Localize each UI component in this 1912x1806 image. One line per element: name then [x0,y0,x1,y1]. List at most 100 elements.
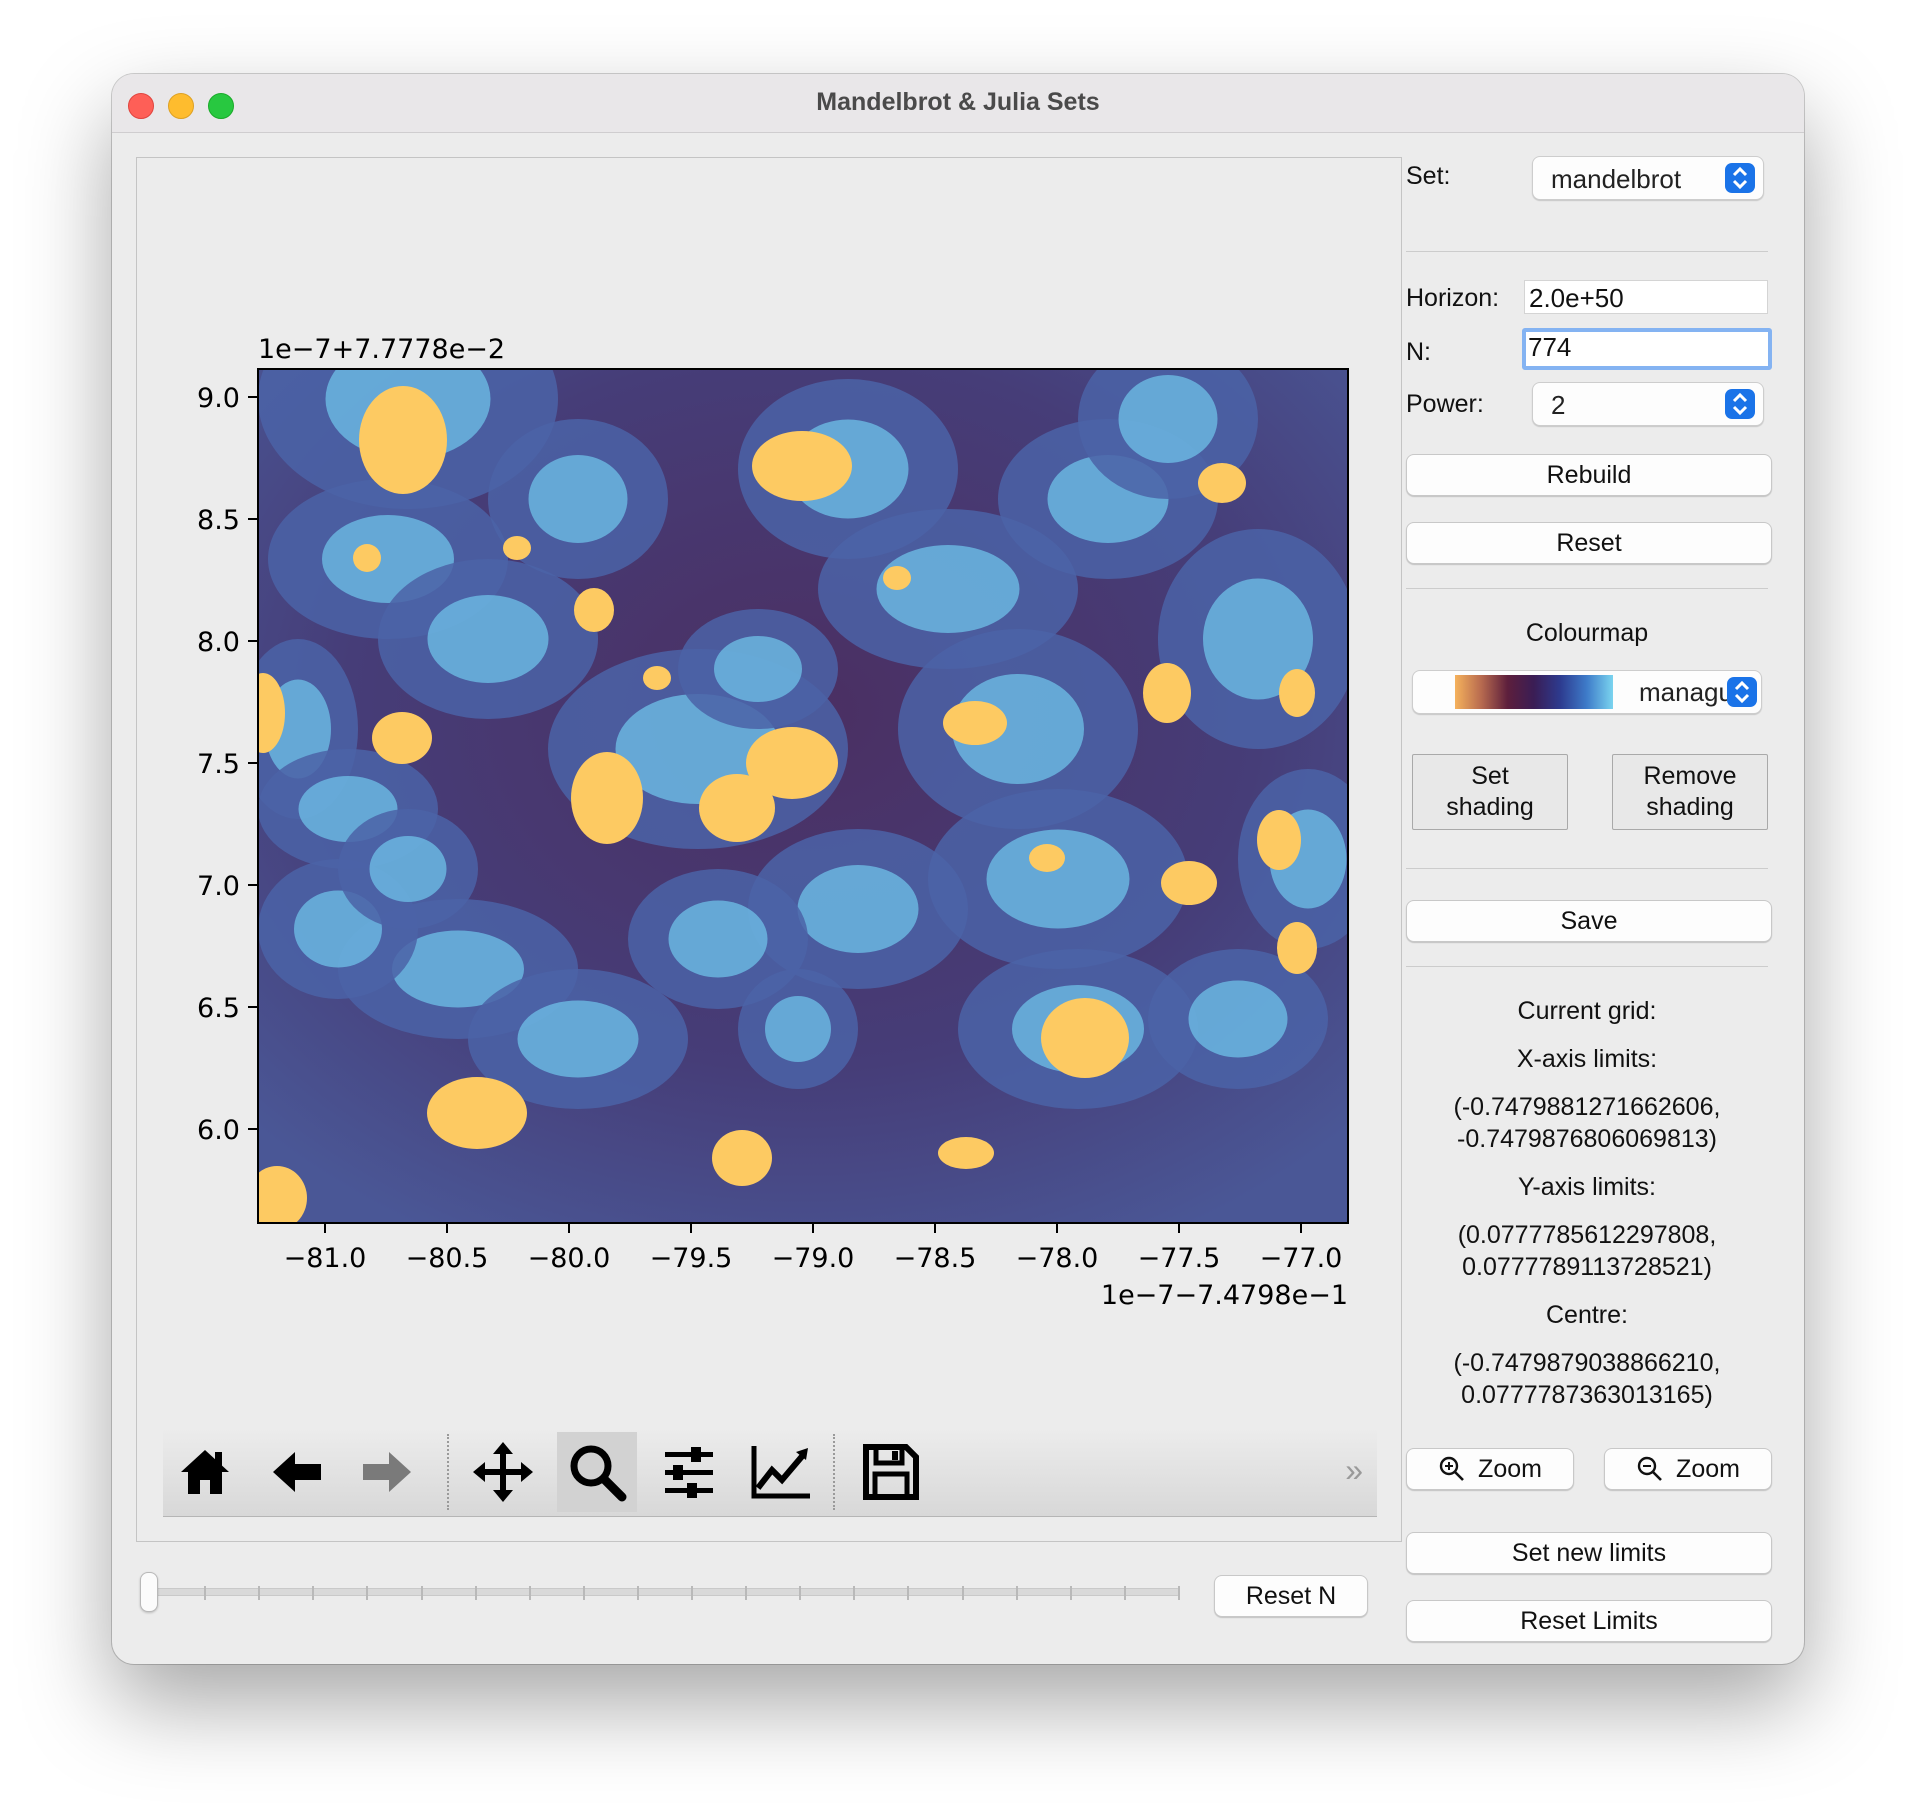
slider-tick [312,1586,315,1600]
toolbar-separator [447,1434,449,1510]
fractal-bulb [643,666,671,690]
slider-tick [1015,1586,1018,1600]
remove-shading-button[interactable]: Remove shading [1612,754,1768,830]
pan-button[interactable] [463,1432,543,1512]
save-figure-icon [863,1444,919,1500]
toolbar-separator [833,1434,835,1510]
zoom-out-button[interactable]: Zoom [1604,1448,1772,1490]
fractal-bulb [712,1130,772,1186]
fractal-bulb [359,386,447,494]
plot-panel: 1e−7+7.7778e−2 1e−7−7.4798e−1 −81.0 −80.5… [136,157,1402,1542]
set-select[interactable]: mandelbrot [1532,156,1764,200]
reset-limits-button[interactable]: Reset Limits [1406,1600,1772,1642]
x-tick-label: −79.5 [650,1243,733,1274]
slider-tick [907,1586,910,1600]
fractal-filament-highlight [528,455,628,543]
fractal-bulb [1041,998,1129,1078]
zoom-rect-button[interactable] [557,1432,637,1512]
x-tick-label: −78.0 [1016,1243,1099,1274]
slider-tick [1069,1586,1072,1600]
save-button[interactable]: Save [1406,900,1772,942]
window-title: Mandelbrot & Julia Sets [816,88,1100,116]
chevron-updown-icon [1725,163,1755,193]
set-shading-button[interactable]: Set shading [1412,754,1568,830]
close-window-button[interactable] [128,93,154,119]
back-button[interactable] [257,1432,337,1512]
zoom-in-label: Zoom [1478,1454,1542,1483]
title-bar: Mandelbrot & Julia Sets [112,74,1804,133]
section-divider [1406,588,1768,589]
centre-value-2: 0.0777787363013165) [1461,1381,1713,1409]
power-label: Power: [1406,390,1484,418]
power-select-value: 2 [1551,390,1566,420]
rebuild-button[interactable]: Rebuild [1406,454,1772,496]
x-offset-label: 1e−7−7.4798e−1 [1101,1280,1348,1311]
slider-tick [528,1586,531,1600]
toolbar-overflow-icon[interactable]: » [1345,1452,1363,1488]
chevron-updown-icon [1727,677,1757,707]
slider-tick [636,1586,639,1600]
zoom-icon [570,1445,627,1502]
zoom-in-button[interactable]: Zoom [1406,1448,1574,1490]
horizon-field[interactable]: 2.0e+50 [1524,280,1768,314]
fractal-bulb [1029,844,1065,872]
fractal-bulb [943,701,1007,745]
slider-tick [853,1586,856,1600]
fractal-filament-highlight [986,829,1130,929]
x-tick-label: −80.0 [528,1243,611,1274]
y-limits-value-1: (0.0777785612297808, [1457,1221,1717,1249]
section-divider [1406,251,1768,252]
pan-icon [473,1442,533,1502]
zoom-out-label: Zoom [1676,1454,1740,1483]
fractal-filament-highlight [427,595,549,683]
x-tick-label: −77.0 [1260,1243,1343,1274]
configure-subplots-button[interactable] [649,1432,729,1512]
reset-button[interactable]: Reset [1406,522,1772,564]
n-slider-knob[interactable] [140,1572,158,1612]
home-button[interactable] [165,1432,245,1512]
fractal-bulb [938,1137,994,1169]
fractal-bulb [1143,663,1191,723]
fractal-figure: 1e−7+7.7778e−2 1e−7−7.4798e−1 −81.0 −80.5… [197,289,1378,1311]
fractal-bulb [258,1166,307,1223]
n-field[interactable]: 774 [1522,328,1772,370]
slider-tick [1123,1586,1126,1600]
power-select[interactable]: 2 [1532,382,1764,426]
fractal-bulb [574,588,614,632]
fractal-bulb [258,673,285,753]
colourmap-label: Colourmap [1525,619,1649,647]
fractal-filament-highlight [392,930,524,1008]
reset-n-button[interactable]: Reset N [1214,1575,1368,1617]
forward-button[interactable] [347,1432,427,1512]
colourmap-select[interactable]: managua [1412,670,1762,714]
centre-value-1: (-0.7479879038866210, [1453,1349,1721,1377]
chevron-updown-icon [1725,389,1755,419]
matplotlib-toolbar: » [163,1428,1377,1517]
y-tick-label: 6.0 [197,1115,240,1146]
n-slider-ticks [112,1586,1212,1600]
fractal-filament-highlight [1203,578,1313,700]
slider-tick [204,1586,207,1600]
zoom-window-button[interactable] [208,93,234,119]
colourmap-select-value: managua [1639,677,1733,707]
x-limits-label: X-axis limits: [1516,1045,1658,1073]
y-tick-label: 7.0 [197,871,240,902]
fractal-filament-highlight [765,996,831,1062]
x-tick-label: −80.5 [406,1243,489,1274]
edit-axis-button[interactable] [741,1432,821,1512]
section-divider [1406,868,1768,869]
x-limits-value-2: -0.7479876806069813) [1457,1125,1717,1153]
minimize-window-button[interactable] [168,93,194,119]
fractal-filament-highlight [1188,980,1288,1058]
x-tick-label: −77.5 [1138,1243,1221,1274]
y-limits-value-2: 0.0777789113728521) [1462,1253,1712,1281]
fractal-bulb [699,774,775,842]
y-limits-label: Y-axis limits: [1518,1173,1656,1201]
remove-shading-line1: Remove [1643,762,1737,790]
save-figure-button[interactable] [851,1432,931,1512]
fractal-bulb [503,536,531,560]
fractal-image[interactable] [238,289,1378,1230]
set-new-limits-button[interactable]: Set new limits [1406,1532,1772,1574]
fractal-bulb [1198,463,1246,503]
configure-subplots-icon [665,1447,713,1498]
